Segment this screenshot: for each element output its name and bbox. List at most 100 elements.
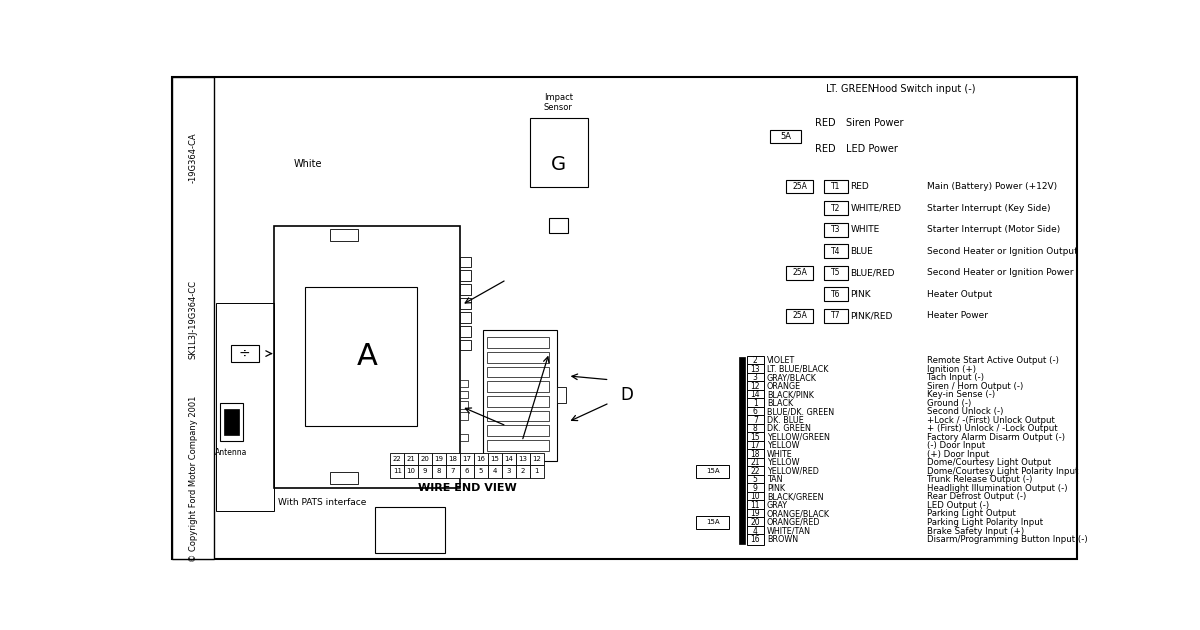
- Text: Parking Light Output: Parking Light Output: [926, 510, 1015, 518]
- Bar: [487, 411, 550, 421]
- Text: WHITE: WHITE: [767, 450, 793, 459]
- Bar: [550, 218, 568, 234]
- Bar: [746, 483, 763, 494]
- Text: D: D: [620, 386, 634, 404]
- Text: 8: 8: [437, 468, 442, 474]
- Bar: [746, 508, 763, 519]
- Text: 15A: 15A: [706, 469, 720, 474]
- Text: 19: 19: [750, 510, 760, 518]
- Text: 6: 6: [464, 468, 469, 474]
- Text: T2: T2: [832, 203, 840, 212]
- Text: 10: 10: [750, 493, 760, 501]
- Text: 6: 6: [752, 408, 757, 416]
- Text: Rear Defrost Output (-): Rear Defrost Output (-): [926, 493, 1026, 501]
- Text: 22: 22: [392, 456, 402, 462]
- Bar: [460, 270, 470, 281]
- Text: Second Unlock (-): Second Unlock (-): [926, 408, 1003, 416]
- Text: RED: RED: [815, 144, 835, 154]
- Text: Starter Interrupt (Motor Side): Starter Interrupt (Motor Side): [926, 225, 1060, 234]
- Bar: [460, 465, 474, 478]
- Bar: [516, 453, 529, 465]
- Bar: [487, 338, 550, 348]
- Text: RED: RED: [815, 118, 835, 129]
- Text: BLACK/PINK: BLACK/PINK: [767, 391, 814, 399]
- Text: 3: 3: [506, 468, 511, 474]
- Bar: [404, 453, 418, 465]
- Text: Hood Switch input (-): Hood Switch input (-): [872, 84, 976, 94]
- Text: Brake Safety Input (+): Brake Safety Input (+): [926, 527, 1024, 536]
- Bar: [746, 466, 763, 477]
- Text: Antenna: Antenna: [215, 447, 247, 457]
- Text: BLACK/GREEN: BLACK/GREEN: [767, 493, 823, 501]
- Text: 19: 19: [434, 456, 444, 462]
- Text: Heater Power: Heater Power: [926, 311, 988, 320]
- Text: 20: 20: [421, 456, 430, 462]
- Text: 7: 7: [752, 416, 757, 425]
- Bar: [172, 77, 215, 559]
- Text: Headlight Illumination Output (-): Headlight Illumination Output (-): [926, 484, 1067, 493]
- Text: WIRE END VIEW: WIRE END VIEW: [418, 483, 516, 493]
- Text: © Copyright Ford Motor Company 2001: © Copyright Ford Motor Company 2001: [188, 396, 198, 562]
- Text: PINK: PINK: [851, 290, 871, 299]
- Bar: [460, 256, 470, 267]
- Text: Ignition (+): Ignition (+): [926, 365, 976, 374]
- Text: 1: 1: [534, 468, 539, 474]
- Text: DK. GREEN: DK. GREEN: [767, 425, 811, 433]
- Bar: [330, 472, 358, 484]
- Bar: [474, 465, 488, 478]
- Text: WHITE: WHITE: [851, 225, 880, 234]
- Text: LED Power: LED Power: [846, 144, 898, 154]
- Text: 22: 22: [750, 467, 760, 476]
- Text: 14: 14: [504, 456, 514, 462]
- Text: +Lock / -(First) Unlock Output: +Lock / -(First) Unlock Output: [926, 416, 1055, 425]
- Bar: [824, 244, 847, 258]
- Text: Second Heater or Ignition Power: Second Heater or Ignition Power: [926, 268, 1073, 277]
- Circle shape: [332, 467, 355, 489]
- Bar: [460, 312, 470, 323]
- Text: LT. BLUE/BLACK: LT. BLUE/BLACK: [767, 365, 828, 374]
- Text: 15: 15: [491, 456, 499, 462]
- Bar: [746, 457, 763, 468]
- Bar: [516, 465, 529, 478]
- Text: T4: T4: [832, 247, 841, 256]
- Text: (-) Door Input: (-) Door Input: [926, 442, 985, 450]
- Text: ÷: ÷: [239, 346, 251, 360]
- Bar: [746, 355, 763, 366]
- Text: 16: 16: [476, 456, 486, 462]
- Text: 12: 12: [750, 382, 760, 391]
- Text: T5: T5: [832, 268, 841, 277]
- Text: T3: T3: [832, 225, 841, 234]
- Text: WHITE/RED: WHITE/RED: [851, 203, 901, 212]
- Bar: [460, 391, 468, 398]
- Text: Second Heater or Ignition Output: Second Heater or Ignition Output: [926, 247, 1078, 256]
- Bar: [474, 453, 488, 465]
- Text: PINK/RED: PINK/RED: [851, 311, 893, 320]
- Bar: [746, 432, 763, 443]
- Text: 11: 11: [750, 501, 760, 510]
- Bar: [487, 396, 550, 407]
- Bar: [223, 409, 239, 435]
- Text: 12: 12: [533, 456, 541, 462]
- Circle shape: [536, 142, 580, 186]
- Text: SK1L3J-19G364-CC: SK1L3J-19G364-CC: [188, 280, 198, 359]
- Bar: [824, 222, 847, 236]
- Text: ORANGE: ORANGE: [767, 382, 802, 391]
- Bar: [460, 380, 468, 387]
- Bar: [460, 433, 468, 442]
- Bar: [502, 453, 516, 465]
- Text: 4: 4: [752, 527, 757, 536]
- Text: + (First) Unlock / -Lock Output: + (First) Unlock / -Lock Output: [926, 425, 1057, 433]
- Bar: [220, 403, 242, 442]
- Text: 17: 17: [462, 456, 472, 462]
- Text: LT. GREEN: LT. GREEN: [826, 84, 875, 94]
- Bar: [696, 464, 728, 478]
- Bar: [460, 401, 468, 409]
- Bar: [487, 381, 550, 392]
- Text: ORANGE/RED: ORANGE/RED: [767, 518, 821, 527]
- Text: 9: 9: [752, 484, 757, 493]
- Text: (+) Door Input: (+) Door Input: [926, 450, 989, 459]
- Text: 11: 11: [392, 468, 402, 474]
- Text: 3: 3: [752, 374, 757, 382]
- Circle shape: [508, 512, 552, 555]
- Text: G: G: [551, 154, 566, 174]
